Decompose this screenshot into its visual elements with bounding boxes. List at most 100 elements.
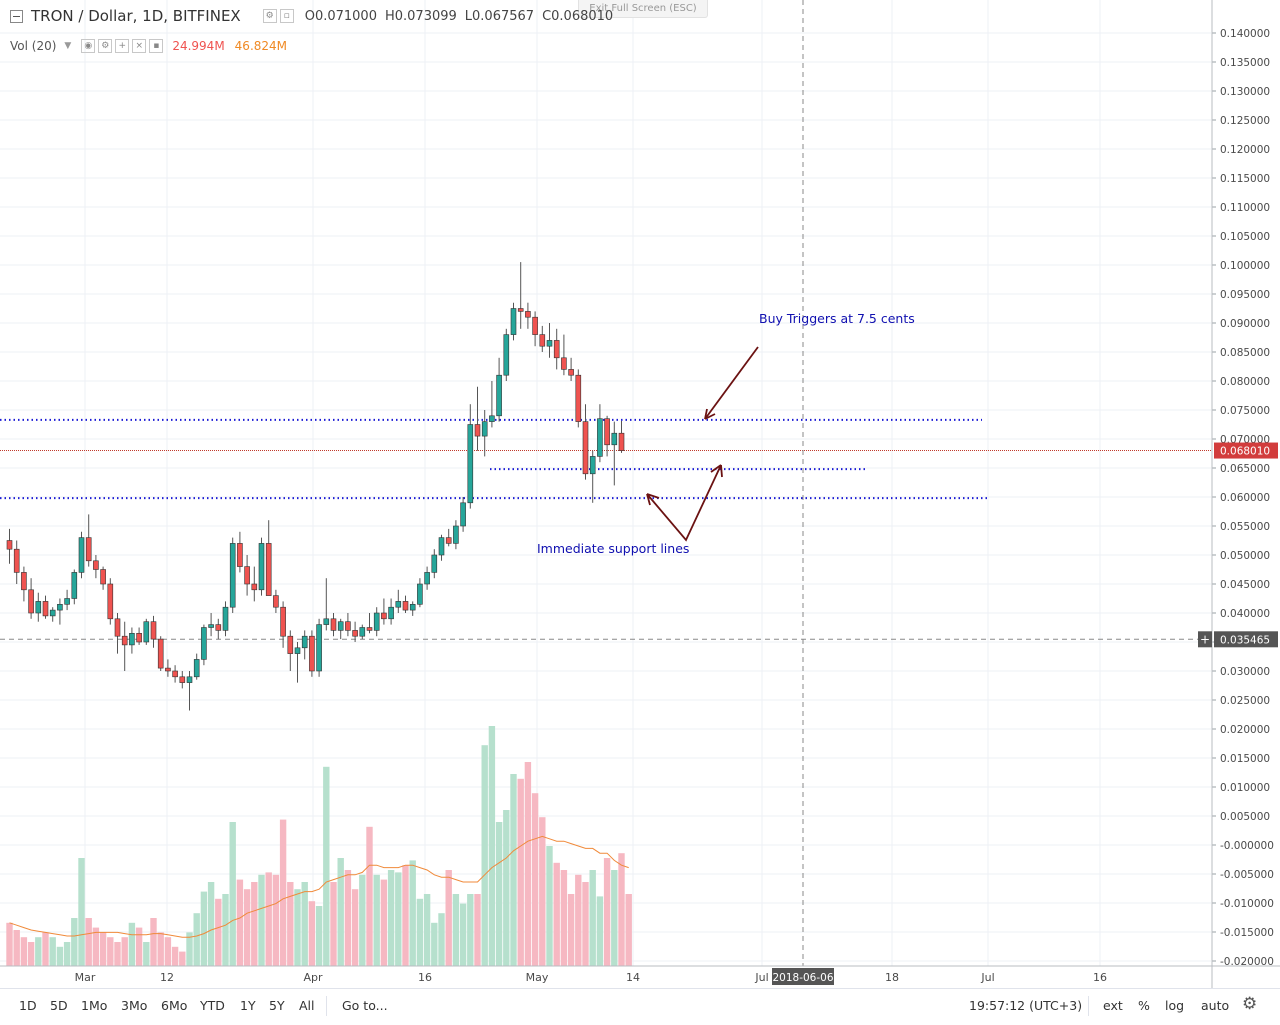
volume-bar: [351, 889, 359, 966]
volume-bar: [143, 942, 150, 966]
candle-body: [287, 635, 294, 654]
candle-body: [13, 548, 20, 573]
chart-canvas[interactable]: Buy Triggers at 7.5 cents Immediate suppo…: [0, 0, 1280, 988]
candle-body: [337, 621, 344, 631]
crosshair-date-badge: [772, 968, 834, 985]
candle-body: [561, 357, 567, 370]
volume-bar: [495, 822, 503, 966]
volume-bar: [20, 937, 28, 966]
candle-body: [143, 621, 150, 643]
settings-icon[interactable]: ⚙: [98, 39, 113, 53]
candle-body: [373, 612, 380, 631]
candle-body: [568, 369, 574, 376]
y-tick-label: 0.075000: [1220, 405, 1270, 417]
y-tick-label: 0.140000: [1220, 28, 1270, 40]
chevron-down-icon[interactable]: ▼: [64, 41, 72, 51]
candle-body: [136, 632, 142, 643]
range-1y[interactable]: 1Y: [240, 998, 256, 1013]
candle-body: [525, 311, 531, 318]
candle-body: [229, 543, 236, 608]
settings-icon[interactable]: ⚙: [262, 9, 277, 23]
candle-body: [330, 618, 337, 631]
symbol-title[interactable]: TRON / Dollar, 1D, BITFINEX: [31, 7, 241, 25]
y-tick-label: 0.030000: [1220, 666, 1270, 678]
add-icon[interactable]: +: [115, 39, 130, 53]
goto-button[interactable]: Go to...: [342, 998, 388, 1013]
x-tick-label: Jul: [754, 971, 768, 984]
x-tick-label: 16: [418, 971, 432, 984]
range-5d[interactable]: 5D: [50, 998, 68, 1013]
volume-bar: [567, 894, 575, 966]
volume-bar: [150, 918, 157, 966]
volume-bar: [452, 894, 460, 966]
volume-bar: [287, 882, 294, 966]
range-1d[interactable]: 1D: [19, 998, 37, 1013]
reference-lines: [0, 0, 1211, 966]
candle-body: [503, 334, 510, 376]
volume-bar: [503, 810, 510, 966]
y-tick-label: -0.010000: [1220, 898, 1274, 910]
percent-toggle[interactable]: %: [1138, 998, 1150, 1013]
crosshair-price-label: 0.035465: [1220, 634, 1270, 646]
volume-bar: [546, 846, 553, 966]
ohlc-low-value: 0.067567: [472, 8, 535, 24]
candle-body: [265, 543, 272, 596]
candle-body: [150, 621, 157, 640]
format-icon[interactable]: ▫: [279, 9, 294, 23]
candle-body: [165, 667, 171, 672]
candle-body: [49, 609, 56, 617]
candle-body: [352, 630, 358, 637]
range-3mo[interactable]: 3Mo: [121, 998, 148, 1013]
candle-body: [42, 601, 49, 617]
volume-bar: [603, 858, 611, 966]
candle-body: [553, 340, 560, 359]
candle-body: [532, 316, 538, 335]
volume-bar: [589, 870, 596, 966]
y-tick-label: 0.025000: [1220, 695, 1270, 707]
candle-body: [121, 635, 128, 646]
range-6mo[interactable]: 6Mo: [161, 998, 188, 1013]
range-1mo[interactable]: 1Mo: [81, 998, 108, 1013]
range-all[interactable]: All: [299, 998, 315, 1013]
volume-bar: [359, 874, 366, 966]
candle-body: [157, 638, 164, 669]
exit-fullscreen-button[interactable]: Exit Full Screen (ESC): [578, 0, 708, 18]
volume-bar: [582, 882, 589, 966]
x-tick-label: 14: [626, 971, 640, 984]
log-toggle[interactable]: log: [1165, 998, 1185, 1013]
candle-body: [438, 537, 445, 556]
volume-label[interactable]: Vol (20): [10, 39, 57, 53]
arrow-support: [646, 464, 722, 542]
candle-body: [424, 572, 430, 585]
y-tick-label: 0.055000: [1220, 521, 1270, 533]
arrowhead: [720, 464, 723, 478]
volume-bar: [488, 726, 496, 966]
clock-display[interactable]: 19:57:12 (UTC+3): [969, 998, 1083, 1013]
legend-main: TRON / Dollar, 1D, BITFINEX ⚙ ▫ O 0.0710…: [10, 6, 613, 26]
volume-bar: [416, 898, 424, 966]
ext-toggle[interactable]: ext: [1103, 998, 1123, 1013]
volume-bar: [27, 942, 35, 966]
candle-body: [179, 676, 186, 683]
y-tick-label: 0.040000: [1220, 608, 1270, 620]
volume-ma-value: 46.824M: [234, 39, 288, 53]
gear-icon[interactable]: ⚙: [1242, 994, 1258, 1014]
more-icon[interactable]: ▪: [149, 39, 164, 53]
range-ytd[interactable]: YTD: [200, 998, 225, 1013]
eye-icon[interactable]: ◉: [81, 39, 96, 53]
y-tick-label: 0.105000: [1220, 231, 1270, 243]
auto-toggle[interactable]: auto: [1201, 998, 1230, 1013]
close-icon[interactable]: ×: [132, 39, 147, 53]
candle-body: [460, 502, 466, 527]
candle-body: [172, 670, 178, 678]
crosshair-price-badge: [1214, 631, 1278, 648]
collapse-icon[interactable]: [10, 9, 23, 23]
ohlc-open-value: 0.071000: [314, 8, 377, 24]
range-5y[interactable]: 5Y: [269, 998, 285, 1013]
volume-bar: [553, 862, 560, 966]
volume-bar: [481, 745, 488, 966]
x-tick-label: Mar: [75, 971, 96, 984]
candle-body: [417, 583, 423, 605]
candle-body: [402, 601, 409, 611]
candle-body: [366, 627, 373, 631]
